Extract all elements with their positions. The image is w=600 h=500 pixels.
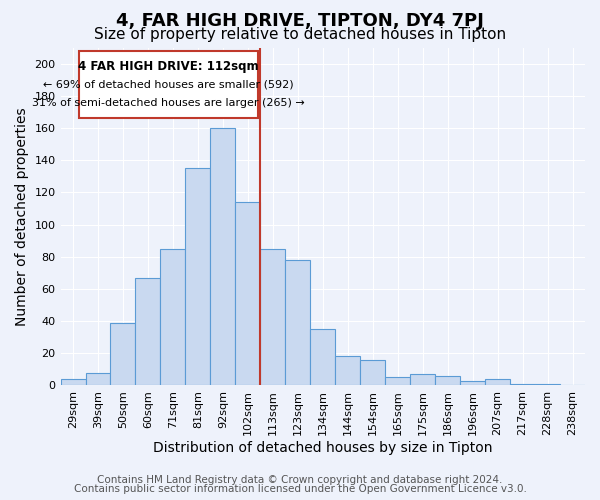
- Bar: [535, 384, 560, 386]
- Bar: [110, 322, 136, 386]
- Bar: [310, 329, 335, 386]
- FancyBboxPatch shape: [79, 50, 258, 118]
- Bar: [235, 202, 260, 386]
- Y-axis label: Number of detached properties: Number of detached properties: [15, 107, 29, 326]
- Text: Size of property relative to detached houses in Tipton: Size of property relative to detached ho…: [94, 28, 506, 42]
- Bar: [435, 376, 460, 386]
- Text: 31% of semi-detached houses are larger (265) →: 31% of semi-detached houses are larger (…: [32, 98, 305, 108]
- Bar: [360, 360, 385, 386]
- Bar: [86, 372, 110, 386]
- Bar: [410, 374, 435, 386]
- Bar: [510, 384, 535, 386]
- Bar: [485, 379, 510, 386]
- Bar: [286, 260, 310, 386]
- X-axis label: Distribution of detached houses by size in Tipton: Distribution of detached houses by size …: [153, 441, 493, 455]
- Bar: [460, 380, 485, 386]
- Text: Contains HM Land Registry data © Crown copyright and database right 2024.: Contains HM Land Registry data © Crown c…: [97, 475, 503, 485]
- Text: Contains public sector information licensed under the Open Government Licence v3: Contains public sector information licen…: [74, 484, 526, 494]
- Bar: [185, 168, 211, 386]
- Text: 4 FAR HIGH DRIVE: 112sqm: 4 FAR HIGH DRIVE: 112sqm: [78, 60, 259, 73]
- Bar: [211, 128, 235, 386]
- Bar: [260, 248, 286, 386]
- Bar: [61, 379, 86, 386]
- Bar: [160, 248, 185, 386]
- Text: ← 69% of detached houses are smaller (592): ← 69% of detached houses are smaller (59…: [43, 80, 294, 90]
- Bar: [136, 278, 160, 386]
- Bar: [385, 378, 410, 386]
- Bar: [335, 356, 360, 386]
- Text: 4, FAR HIGH DRIVE, TIPTON, DY4 7PJ: 4, FAR HIGH DRIVE, TIPTON, DY4 7PJ: [116, 12, 484, 30]
